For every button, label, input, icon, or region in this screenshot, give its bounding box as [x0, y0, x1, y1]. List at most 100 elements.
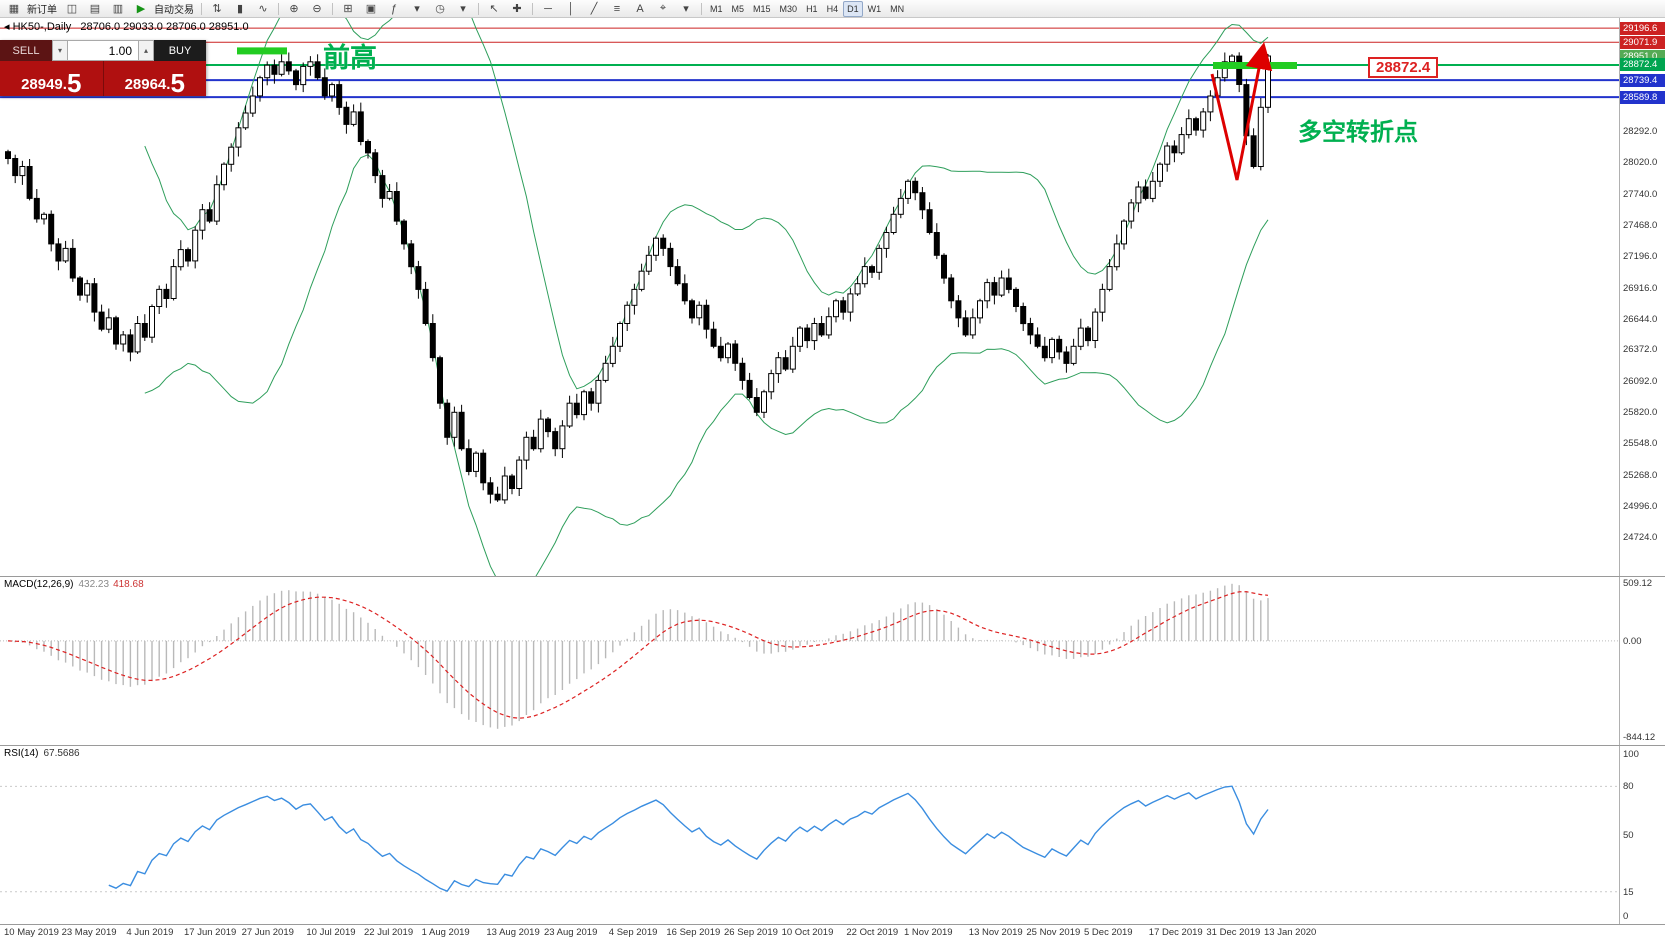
- date-axis-label: 4 Jun 2019: [126, 927, 174, 938]
- timeframe-button-h1[interactable]: H1: [806, 3, 818, 14]
- volume-input[interactable]: 1.00: [68, 40, 138, 61]
- date-axis-label: 5 Dec 2019: [1084, 927, 1133, 938]
- prev-high-annotation[interactable]: 前高: [323, 43, 377, 73]
- symbol-period-label: HK50-,Daily: [12, 21, 72, 33]
- macd-axis-label: 0.00: [1623, 635, 1642, 647]
- price-axis-label: 28292.0: [1623, 126, 1658, 137]
- price-axis-label: 26916.0: [1623, 282, 1658, 294]
- main-chart-panel: ◂ HK50-,Daily 28706.0 29033.0 28706.0 28…: [0, 18, 1665, 576]
- date-axis-label: 13 Aug 2019: [486, 927, 540, 938]
- arrow-objects-icon[interactable]: ⌖: [659, 2, 667, 14]
- price-level-tag: 28872.4: [1620, 58, 1665, 72]
- periods-dropdown-icon[interactable]: ▾: [460, 3, 466, 15]
- one-click-trading-panel[interactable]: SELL ▾ 1.00 ▴ BUY 28949. 5 28964. 5: [0, 40, 206, 96]
- date-axis-label: 26 Sep 2019: [724, 927, 778, 938]
- horizontal-line-icon[interactable]: ─: [544, 2, 552, 15]
- new-chart-icon[interactable]: ▣: [365, 3, 377, 15]
- timeframe-button-d1[interactable]: D1: [843, 0, 863, 17]
- line-chart-icon[interactable]: ∿: [258, 3, 268, 15]
- auto-trading-button[interactable]: 自动交易: [154, 5, 194, 16]
- price-level-tag: 28739.4: [1620, 73, 1665, 87]
- date-axis-label: 4 Sep 2019: [608, 927, 658, 938]
- new-order-button[interactable]: 新订单: [27, 5, 57, 16]
- timeframe-button-m15[interactable]: M15: [753, 3, 771, 14]
- tile-windows-icon[interactable]: ⊞: [343, 3, 353, 15]
- macd-axis-label: -844.12: [1623, 732, 1656, 743]
- bar-chart-icon[interactable]: ⇅: [212, 3, 222, 15]
- buy-button[interactable]: BUY: [154, 40, 206, 61]
- channel-icon[interactable]: ≡: [613, 2, 621, 15]
- buy-price[interactable]: 28964. 5: [102, 61, 207, 96]
- auto-trading-icon[interactable]: ▶: [136, 3, 146, 15]
- vertical-line-icon[interactable]: │: [567, 2, 575, 15]
- chart-window-icon[interactable]: ◫: [66, 3, 78, 15]
- macd-axis-label: 509.12: [1623, 578, 1653, 589]
- timeframe-button-m1[interactable]: M1: [710, 3, 723, 14]
- date-axis-label: 13 Nov 2019: [968, 927, 1023, 938]
- rsi-label: RSI(14) 67.5686: [4, 748, 80, 759]
- timeframe-button-m30[interactable]: M30: [779, 3, 798, 14]
- candlestick-chart[interactable]: [0, 18, 1620, 576]
- macd-axis[interactable]: 509.12 0.00 -844.12: [1619, 577, 1665, 745]
- price-box-annotation[interactable]: 28872.4: [1368, 57, 1439, 78]
- price-level-tag: 28589.8: [1620, 90, 1665, 104]
- new-order-icon[interactable]: ▦: [8, 3, 20, 15]
- date-axis-label: 10 Oct 2019: [781, 927, 834, 938]
- date-axis-label: 25 Nov 2019: [1026, 927, 1081, 938]
- arrow-objects-dropdown-icon[interactable]: ▾: [683, 3, 689, 15]
- time-axis[interactable]: 10 May 2019 23 May 2019 4 Jun 2019 17 Jun 2…: [0, 924, 1665, 942]
- periods-icon[interactable]: ◷: [435, 3, 445, 15]
- volume-increase-button[interactable]: ▴: [138, 40, 154, 61]
- sell-button[interactable]: SELL: [0, 40, 52, 61]
- timeframe-button-h4[interactable]: H4: [826, 3, 839, 14]
- rsi-panel: RSI(14) 67.5686 100 80 50 15 0: [0, 745, 1665, 924]
- indicators-icon[interactable]: ƒ: [390, 2, 398, 15]
- toolbar-separator: [701, 2, 702, 15]
- price-axis-label: 24724.0: [1623, 531, 1658, 543]
- date-axis-label: 10 May 2019: [4, 927, 59, 938]
- date-axis-label: 22 Oct 2019: [846, 927, 899, 938]
- toolbar-separator: [332, 2, 333, 15]
- price-axis-label: 26644.0: [1623, 313, 1658, 325]
- toolbar: ▦ 新订单 ◫ ▤ ▥ ▶ 自动交易 ⇅ ▮ ∿ ⊕ ⊖ ⊞ ▣ ƒ ▾ ◷ ▾ ↖ ✚ ─ │ ╱ ≡ A ⌖ ▾ M1 M5 M15 M…: [0, 0, 1665, 18]
- data-window-icon[interactable]: ▥: [112, 3, 124, 15]
- date-axis-label: 13 Jan 2020: [1264, 927, 1317, 938]
- date-axis-label: 1 Nov 2019: [904, 927, 953, 938]
- crosshair-icon[interactable]: ✚: [512, 3, 522, 15]
- price-axis-label: 27740.0: [1623, 188, 1658, 200]
- timeframe-button-m5[interactable]: M5: [731, 3, 745, 14]
- price-axis-label: 25820.0: [1623, 407, 1658, 419]
- market-watch-icon[interactable]: ▤: [89, 3, 101, 15]
- date-axis-label: 23 May 2019: [61, 927, 117, 938]
- rsi-axis[interactable]: 100 80 50 15 0: [1619, 746, 1665, 924]
- zoom-out-icon[interactable]: ⊖: [312, 3, 322, 15]
- sell-price[interactable]: 28949. 5: [21, 68, 82, 98]
- zoom-in-icon[interactable]: ⊕: [289, 3, 299, 15]
- volume-decrease-button[interactable]: ▾: [52, 40, 68, 61]
- cursor-icon[interactable]: ↖: [489, 3, 499, 15]
- price-level-tag: 29071.9: [1620, 35, 1665, 49]
- collapse-marker-icon[interactable]: ◂: [4, 21, 10, 33]
- price-axis[interactable]: 28292.0 28020.0 27740.0 27468.0 27196.0 26916…: [1619, 18, 1665, 576]
- date-axis-label: 17 Jun 2019: [184, 927, 237, 938]
- rsi-chart[interactable]: [0, 746, 1620, 924]
- indicators-dropdown-icon[interactable]: ▾: [414, 3, 420, 15]
- price-axis-label: 27468.0: [1623, 219, 1658, 231]
- rsi-axis-label: 0: [1623, 911, 1629, 922]
- timeframe-button-mn[interactable]: MN: [890, 3, 905, 14]
- price-axis-label: 27196.0: [1623, 250, 1658, 262]
- macd-panel: MACD(12,26,9) 432.23 418.68 509.12 0.00 -844…: [0, 576, 1665, 745]
- turning-point-annotation[interactable]: 多空转折点: [1298, 119, 1418, 146]
- price-level-tag: 29196.6: [1620, 21, 1665, 35]
- trendline-icon[interactable]: ╱: [590, 3, 598, 15]
- ohlc-values: 28706.0 29033.0 28706.0 28951.0: [80, 21, 249, 33]
- macd-chart[interactable]: [0, 577, 1620, 745]
- rsi-axis-label: 80: [1623, 781, 1634, 793]
- date-axis-label: 31 Dec 2019: [1206, 927, 1261, 938]
- text-label-icon[interactable]: A: [636, 2, 644, 15]
- timeframe-button-w1[interactable]: W1: [867, 3, 882, 14]
- toolbar-separator: [532, 2, 533, 15]
- toolbar-separator: [201, 2, 202, 15]
- candlestick-chart-icon[interactable]: ▮: [236, 3, 244, 15]
